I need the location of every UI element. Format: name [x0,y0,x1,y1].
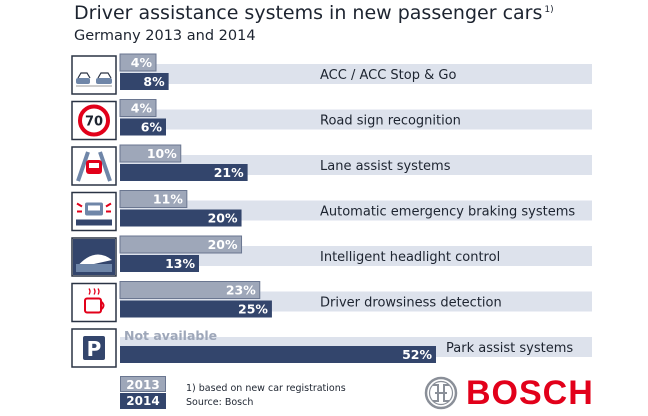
title-footnote-mark: 1) [544,4,554,15]
category-label: Lane assist systems [320,159,451,174]
bar-label-2013: 10% [147,146,177,161]
bosch-wordmark: BOSCH [466,374,594,412]
bar-label-2013: 4% [131,101,153,116]
footnote: 1) based on new car registrations Source… [186,382,346,410]
category-band [120,109,592,130]
category-label: Park assist systems [446,341,573,356]
chart-title-text: Driver assistance systems in new passeng… [74,2,543,24]
bar-label-2013: 20% [208,237,238,252]
parking-sign-icon: P [71,328,117,368]
bar-label-2014: 8% [143,74,165,89]
category-label: Intelligent headlight control [320,250,500,265]
legend-2013: 2013 [120,376,166,392]
bar-label-2014: 13% [165,256,195,271]
bar-label-2014: 21% [214,165,244,180]
bar-2013 [119,99,157,117]
bar-2013 [119,281,261,299]
category-label: Road sign recognition [320,114,461,129]
bar-2014 [120,300,272,318]
bar-label-2014: 20% [208,211,238,226]
legend-2014: 2014 [120,393,166,409]
svg-text:P: P [87,337,102,361]
bar-label-2013: 23% [226,283,256,298]
bar-2014 [120,73,169,90]
bar-2014 [120,255,199,272]
bar-2014 [120,164,248,181]
bar-label-2014: 52% [402,347,432,362]
acc-car-icon [71,55,117,95]
category-label: Automatic emergency braking systems [320,205,575,220]
lane-assist-icon [71,146,117,186]
bar-label-2013: 4% [131,55,153,70]
emergency-braking-icon [71,191,117,232]
bar-2013 [119,144,182,163]
speed-sign-70-icon: 70 [71,100,117,141]
bar-label-2014: 6% [141,120,163,135]
legend: 2013 2014 [120,376,166,410]
bar-label-2014: 25% [238,302,268,317]
category-label: ACC / ACC Stop & Go [320,68,456,83]
chart-title: Driver assistance systems in new passeng… [74,2,554,24]
bar-2014 [120,209,242,227]
chart-subtitle: Germany 2013 and 2014 [74,28,256,44]
bar-label-2013: 11% [153,192,183,207]
category-label: Driver drowsiness detection [320,296,502,311]
footnote-source: Source: Bosch [186,397,254,408]
headlight-icon [71,237,117,277]
bar-2014 [120,346,436,363]
bar-2013 [119,190,188,208]
bosch-logo: BOSCH [424,376,594,410]
bar-2013 [119,53,157,72]
category-band [120,64,592,84]
svg-text:70: 70 [85,115,103,130]
coffee-cup-icon [71,282,117,323]
bar-label-2013: Not available [124,328,217,343]
bar-2014 [120,118,166,136]
footnote-line-1: 1) based on new car registrations [186,383,346,394]
bar-2013 [119,235,243,254]
bosch-armature-icon [424,376,458,410]
